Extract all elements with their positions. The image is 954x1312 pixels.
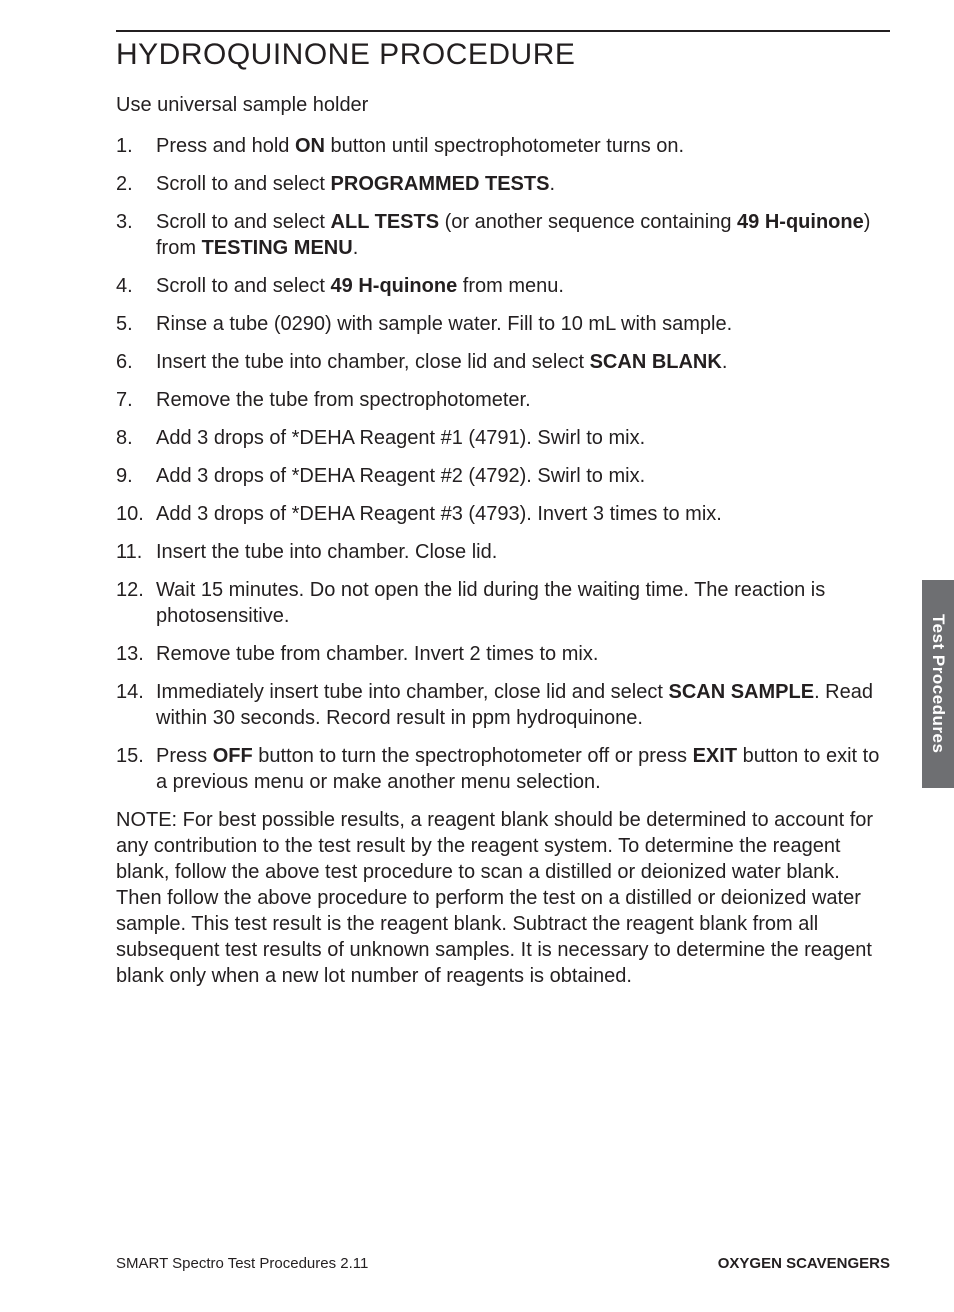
step-text: Wait 15 minutes. Do not open the lid dur…	[156, 579, 825, 627]
step-item: 8. Add 3 drops of *DEHA Reagent #1 (4791)…	[116, 425, 890, 451]
step-number: 4.	[116, 273, 133, 299]
step-text: Rinse a tube (0290) with sample water. F…	[156, 313, 732, 335]
footer-right: OXYGEN SCAVENGERS	[718, 1255, 890, 1272]
step-text: Remove tube from chamber. Invert 2 times…	[156, 643, 598, 665]
step-text: Add 3 drops of *DEHA Reagent #1 (4791). …	[156, 427, 645, 449]
step-item: 15. Press OFF button to turn the spectrop…	[116, 743, 890, 795]
step-bold-text: SCAN BLANK	[590, 351, 722, 373]
step-text: Press and hold	[156, 135, 295, 157]
step-bold-text: SCAN SAMPLE	[668, 681, 814, 703]
step-item: 13. Remove tube from chamber. Invert 2 ti…	[116, 641, 890, 667]
step-item: 4. Scroll to and select 49 H-quinone from…	[116, 273, 890, 299]
step-text: button until spectrophotometer turns on.	[325, 135, 684, 157]
note-text: NOTE: For best possible results, a reage…	[116, 807, 890, 989]
step-item: 1. Press and hold ON button until spectro…	[116, 133, 890, 159]
step-number: 14.	[116, 679, 144, 705]
step-item: 9. Add 3 drops of *DEHA Reagent #2 (4792)…	[116, 463, 890, 489]
step-text: .	[549, 173, 555, 195]
step-item: 3. Scroll to and select ALL TESTS (or ano…	[116, 209, 890, 261]
step-number: 6.	[116, 349, 133, 375]
step-text: (or another sequence containing	[439, 211, 737, 233]
step-bold-text: ALL TESTS	[331, 211, 440, 233]
step-bold-text: TESTING MENU	[202, 237, 353, 259]
step-item: 12. Wait 15 minutes. Do not open the lid …	[116, 577, 890, 629]
step-number: 7.	[116, 387, 133, 413]
side-tab: Test Procedures	[922, 580, 954, 788]
step-text: Press	[156, 745, 213, 767]
step-number: 12.	[116, 577, 144, 603]
step-item: 2. Scroll to and select PROGRAMMED TESTS.	[116, 171, 890, 197]
step-text: Scroll to and select	[156, 173, 331, 195]
step-bold-text: EXIT	[693, 745, 737, 767]
step-number: 3.	[116, 209, 133, 235]
step-number: 8.	[116, 425, 133, 451]
step-number: 5.	[116, 311, 133, 337]
step-item: 14. Immediately insert tube into chamber,…	[116, 679, 890, 731]
step-text: from menu.	[457, 275, 564, 297]
step-text: .	[353, 237, 359, 259]
step-text: Add 3 drops of *DEHA Reagent #2 (4792). …	[156, 465, 645, 487]
step-text: Insert the tube into chamber, close lid …	[156, 351, 590, 373]
step-number: 2.	[116, 171, 133, 197]
step-number: 11.	[116, 539, 142, 565]
step-bold-text: PROGRAMMED TESTS	[331, 173, 550, 195]
step-item: 11. Insert the tube into chamber. Close l…	[116, 539, 890, 565]
step-item: 10. Add 3 drops of *DEHA Reagent #3 (4793…	[116, 501, 890, 527]
step-text: Scroll to and select	[156, 275, 331, 297]
step-bold-text: 49 H-quinone	[331, 275, 458, 297]
step-item: 7. Remove the tube from spectrophotometer…	[116, 387, 890, 413]
step-bold-text: ON	[295, 135, 325, 157]
step-text: .	[722, 351, 728, 373]
step-number: 13.	[116, 641, 144, 667]
intro-text: Use universal sample holder	[116, 94, 890, 117]
step-text: Immediately insert tube into chamber, cl…	[156, 681, 668, 703]
step-bold-text: 49 H-quinone	[737, 211, 864, 233]
step-text: Scroll to and select	[156, 211, 331, 233]
top-rule	[116, 30, 890, 32]
procedure-steps: 1. Press and hold ON button until spectro…	[116, 133, 890, 795]
step-item: 5. Rinse a tube (0290) with sample water.…	[116, 311, 890, 337]
step-text: Remove the tube from spectrophotometer.	[156, 389, 531, 411]
step-number: 15.	[116, 743, 144, 769]
step-text: Insert the tube into chamber. Close lid.	[156, 541, 497, 563]
step-item: 6. Insert the tube into chamber, close li…	[116, 349, 890, 375]
step-number: 9.	[116, 463, 133, 489]
step-text: Add 3 drops of *DEHA Reagent #3 (4793). …	[156, 503, 722, 525]
footer-left: SMART Spectro Test Procedures 2.11	[116, 1255, 368, 1272]
step-text: button to turn the spectrophotometer off…	[253, 745, 693, 767]
step-number: 10.	[116, 501, 144, 527]
page-footer: SMART Spectro Test Procedures 2.11 OXYGE…	[116, 1255, 890, 1272]
page-title: HYDROQUINONE PROCEDURE	[116, 38, 890, 72]
step-number: 1.	[116, 133, 133, 159]
step-bold-text: OFF	[213, 745, 253, 767]
